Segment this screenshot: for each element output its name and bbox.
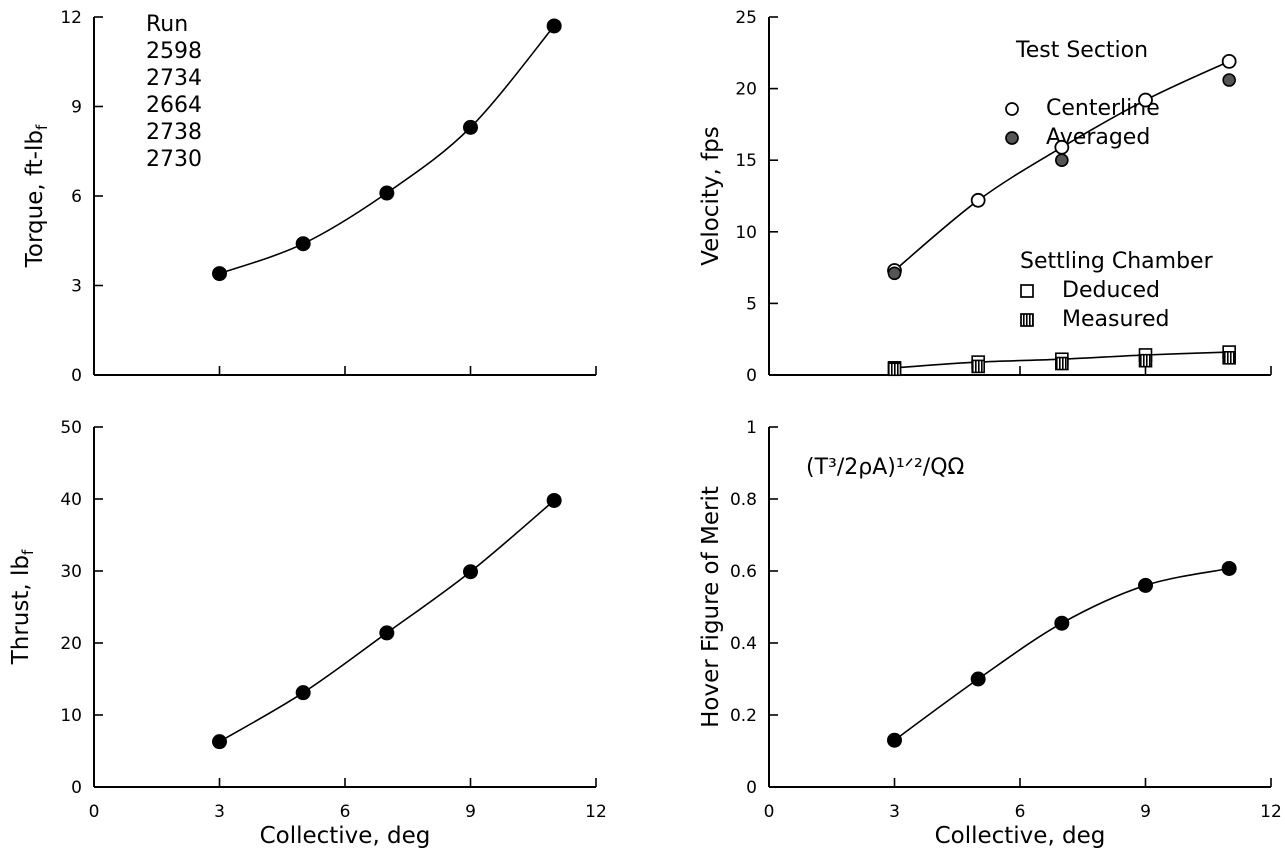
y-tick-label: 25 (735, 8, 757, 28)
y-tick-label: 20 (735, 80, 757, 100)
thrust-series-line (219, 499, 555, 743)
x-tick-label: 12 (1260, 802, 1282, 822)
data-point (379, 185, 395, 201)
legend-marker-deduced (1020, 284, 1034, 298)
y-tick-label: 0.2 (730, 706, 757, 726)
data-point (970, 671, 986, 687)
data-point (546, 492, 562, 508)
x-tick-label: 9 (465, 802, 476, 822)
merit-x-axis-label: Collective, deg (935, 823, 1106, 849)
y-tick-label: 0 (746, 366, 757, 386)
velocity-panel: 0 5 10 15 20 25 Velocity, fps (698, 8, 1272, 386)
torque-series-line (219, 25, 555, 275)
data-point-measured (971, 359, 985, 374)
x-tick-label: 3 (889, 802, 900, 822)
x-tick-label: 6 (1015, 802, 1026, 822)
data-point (212, 266, 227, 282)
y-tick-label: 50 (60, 418, 82, 438)
y-tick-label: 12 (60, 8, 82, 28)
y-tick-label: 9 (71, 98, 82, 118)
thrust-x-axis-label: Collective, deg (260, 823, 431, 849)
x-tick-label: 9 (1140, 802, 1151, 822)
legend-marker-centerline (1005, 102, 1019, 116)
merit-y-axis-label: Hover Figure of Merit (698, 486, 724, 728)
y-tick-label: 0 (71, 366, 82, 386)
merit-panel: 0 0.2 0.4 0.6 0.8 1 0 3 6 9 12 Hover Figure of Meri… (698, 418, 1282, 849)
y-tick-label: 40 (60, 490, 82, 510)
y-tick-label: 30 (60, 562, 82, 582)
data-point (1054, 615, 1070, 631)
data-point (212, 734, 227, 750)
thrust-y-axis-label: Thrust, lbf (8, 549, 37, 665)
data-point (1138, 577, 1153, 593)
y-tick-label: 20 (60, 634, 82, 654)
run-number: 2664 (146, 93, 202, 118)
run-list: Run 2598 2734 2664 2738 2730 (146, 12, 202, 172)
x-tick-label: 12 (585, 802, 607, 822)
data-point (463, 119, 478, 135)
data-point (887, 732, 902, 748)
y-tick-label: 10 (735, 223, 757, 243)
data-point-measured (1222, 351, 1236, 365)
y-tick-label: 0 (71, 778, 82, 798)
data-point (295, 685, 311, 701)
data-point-centerline (970, 192, 986, 208)
run-number: 2730 (146, 147, 202, 172)
data-point (463, 564, 478, 580)
run-number: 2734 (146, 66, 202, 91)
run-list-header: Run (146, 12, 188, 37)
data-point-averaged (1222, 73, 1236, 87)
run-number: 2738 (146, 120, 202, 145)
run-number: 2598 (146, 39, 202, 64)
merit-series-line (894, 567, 1230, 741)
data-point (295, 236, 311, 252)
data-point-centerline (1138, 92, 1153, 108)
data-point-centerline (1054, 139, 1070, 155)
legend-group-title: Settling Chamber (1020, 249, 1214, 274)
torque-panel: 0 3 6 9 12 Torque, ft-lbf (22, 8, 597, 386)
legend-entry-measured: Measured (1062, 307, 1169, 332)
data-point-measured (1055, 356, 1069, 371)
x-tick-label: 6 (340, 802, 351, 822)
x-tick-label: 0 (89, 802, 100, 822)
data-point (546, 18, 562, 34)
y-tick-label: 0.6 (730, 562, 757, 582)
y-tick-label: 6 (71, 187, 82, 207)
data-point (379, 625, 395, 641)
y-tick-label: 0.8 (730, 490, 757, 510)
torque-y-axis-label: Torque, ft-lbf (22, 124, 51, 268)
data-point-averaged (1055, 153, 1069, 167)
thrust-panel: 0 10 20 30 40 50 0 3 6 9 12 Thrust, lbf Collective, … (8, 418, 607, 849)
legend-marker-measured (1020, 313, 1034, 327)
y-tick-label: 15 (735, 151, 757, 171)
data-point-centerline (1221, 53, 1237, 69)
x-tick-label: 0 (764, 802, 775, 822)
legend-marker-averaged (1005, 131, 1019, 145)
merit-formula-annotation: (T³/2ρA)¹ᐟ²/QΩ (806, 455, 964, 480)
legend-entry-deduced: Deduced (1062, 278, 1160, 303)
data-point-measured (1138, 353, 1153, 368)
x-tick-label: 3 (214, 802, 225, 822)
y-tick-label: 0.4 (730, 634, 757, 654)
legend-group-title: Test Section (1015, 38, 1148, 63)
y-tick-label: 3 (71, 277, 82, 297)
y-tick-label: 1 (746, 418, 757, 438)
y-tick-label: 0 (746, 778, 757, 798)
y-tick-label: 5 (746, 294, 757, 314)
velocity-y-axis-label: Velocity, fps (698, 126, 724, 266)
data-point-averaged (887, 266, 902, 281)
y-tick-label: 10 (60, 706, 82, 726)
data-point-measured (887, 362, 902, 377)
data-point (1221, 560, 1237, 576)
